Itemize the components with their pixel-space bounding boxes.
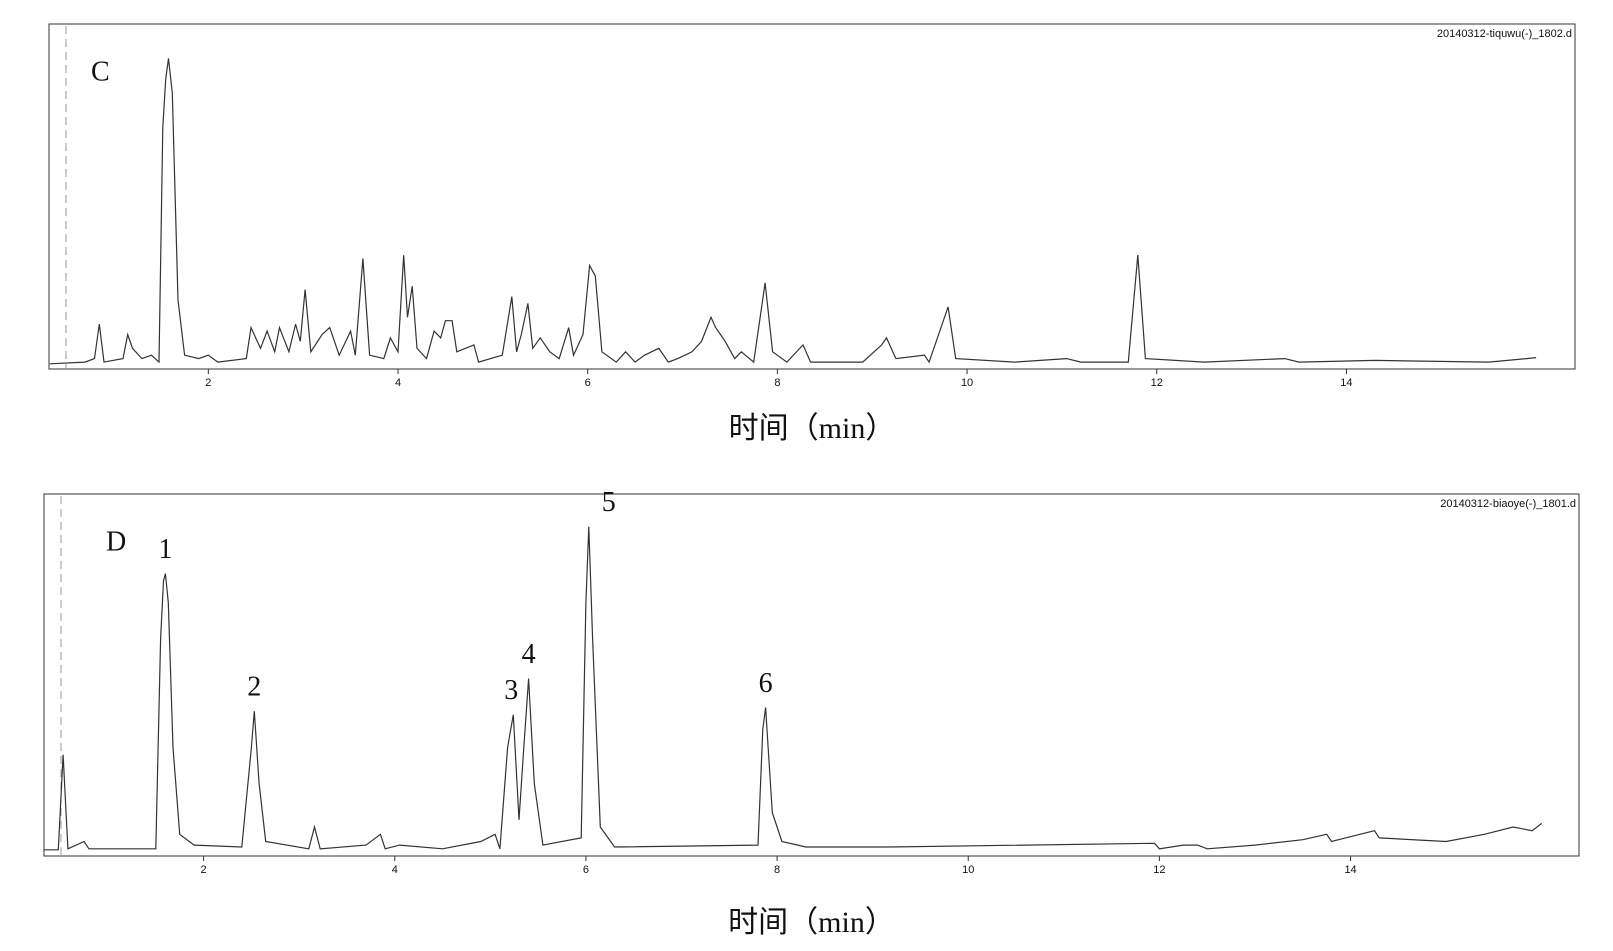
- peak-label: 2: [247, 672, 261, 703]
- panel-label: D: [106, 526, 126, 557]
- x-tick-label: 6: [583, 864, 589, 876]
- peak-label: 6: [759, 668, 773, 699]
- x-tick-label: 14: [1340, 377, 1352, 389]
- x-tick-label: 4: [395, 377, 401, 389]
- trace: [49, 58, 1537, 365]
- x-axis-label: 时间（min）: [728, 906, 895, 939]
- x-tick-label: 10: [961, 377, 973, 389]
- peak-label: 5: [602, 487, 616, 518]
- plot-frame: [48, 23, 1576, 370]
- x-tick-label: 12: [1153, 864, 1165, 876]
- x-tick-label: 14: [1344, 864, 1356, 876]
- file-name: 20140312-biaoye(-)_1801.d: [1440, 498, 1576, 510]
- file-name: 20140312-tiquwu(-)_1802.d: [1437, 28, 1572, 40]
- peak-label: 4: [522, 639, 536, 670]
- x-tick-label: 6: [585, 377, 591, 389]
- x-tick-label: 2: [205, 377, 211, 389]
- x-tick-label: 8: [774, 864, 780, 876]
- x-tick-label: 2: [201, 864, 207, 876]
- peak-label: 3: [504, 675, 518, 706]
- x-tick-label: 8: [774, 377, 780, 389]
- x-axis-label: 时间（min）: [729, 412, 896, 445]
- peak-label: 1: [158, 534, 172, 565]
- panel-label: C: [91, 56, 110, 87]
- x-tick-label: 4: [392, 864, 398, 876]
- x-tick-label: 10: [962, 864, 974, 876]
- plot-frame: [43, 493, 1580, 857]
- trace: [44, 526, 1543, 851]
- x-tick-label: 12: [1151, 377, 1163, 389]
